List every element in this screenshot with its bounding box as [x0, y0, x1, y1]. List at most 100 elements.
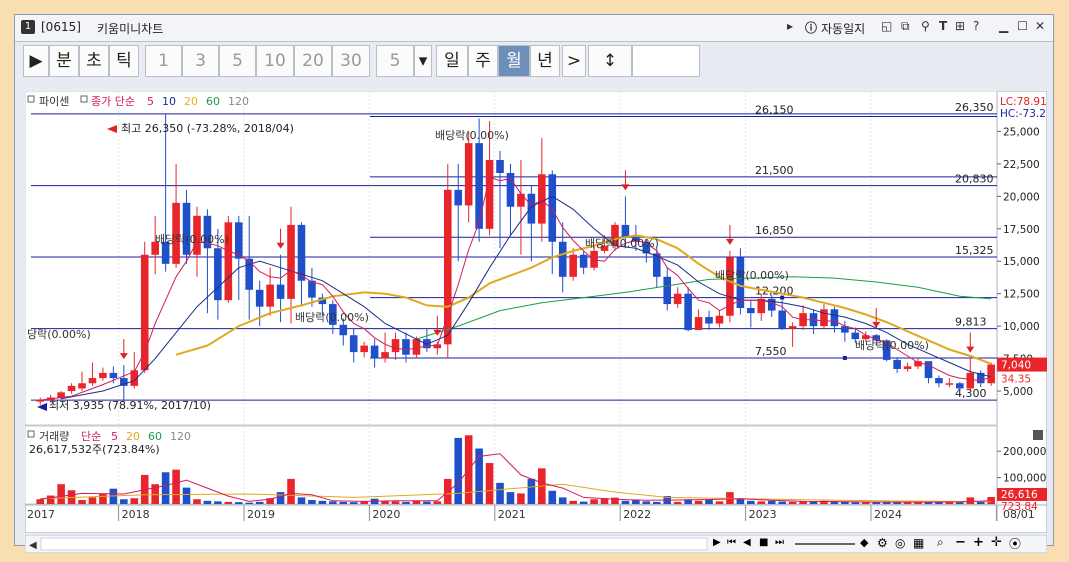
- candle-body: [652, 253, 661, 277]
- candle: [329, 300, 337, 334]
- price-level-label: 21,500: [755, 164, 794, 177]
- window-icon[interactable]: ◱: [881, 19, 893, 33]
- zoom-out-icon[interactable]: −: [955, 535, 966, 550]
- ma-period-label: 120: [228, 95, 249, 108]
- candle: [966, 358, 975, 392]
- candle: [673, 287, 682, 308]
- candle-body: [757, 298, 766, 314]
- grid-icon[interactable]: ⊞: [955, 19, 966, 33]
- help-icon[interactable]: ?: [973, 19, 980, 33]
- candle: [151, 215, 159, 275]
- scroll-last-icon[interactable]: ⏭: [775, 537, 784, 548]
- volume-bar: [767, 500, 776, 504]
- candle-body: [976, 372, 985, 384]
- x-axis-label: 2021: [498, 508, 526, 521]
- volume-bar: [935, 501, 943, 504]
- search-icon[interactable]: ⌕: [937, 535, 944, 549]
- volume-bar: [861, 502, 870, 504]
- volume-bar: [757, 501, 766, 504]
- copy-icon[interactable]: ⧉: [901, 19, 910, 33]
- auto-journal-button[interactable]: 자동일지: [821, 22, 866, 36]
- candle-body: [308, 280, 316, 298]
- crosshair-icon[interactable]: ✛: [991, 535, 1002, 550]
- toolbar-button-15[interactable]: 년: [530, 45, 560, 77]
- close-icon[interactable]: ✕: [1035, 19, 1046, 33]
- candle-body: [443, 189, 452, 345]
- candle-body: [109, 372, 118, 379]
- candle-body: [778, 310, 786, 329]
- title-bar[interactable]: 1 [0615] 키움미니차트 ▸ ⓘ 자동일지 ◱ ⧉ ⚲ T ⊞ ? ▁ ☐…: [15, 15, 1053, 42]
- toolbar-button-14[interactable]: 월: [498, 45, 530, 77]
- toolbar-button-16[interactable]: >: [562, 45, 586, 77]
- toolbar-button-13[interactable]: 주: [468, 45, 498, 77]
- candle-body: [99, 372, 107, 379]
- candle-body: [882, 340, 891, 360]
- candle-body: [36, 400, 45, 402]
- chevron-right-icon[interactable]: ▸: [787, 19, 794, 33]
- toolbar-button-12[interactable]: 일: [436, 45, 468, 77]
- toolbar-button-0[interactable]: ▶: [23, 45, 49, 77]
- pin-icon[interactable]: ⚲: [921, 19, 930, 33]
- scroll-first-icon[interactable]: ⏮: [727, 537, 736, 548]
- zoom-in-icon[interactable]: +: [973, 535, 984, 550]
- y-tick-label: 25,000: [1003, 126, 1040, 138]
- price-chart[interactable]: 25,000 22,500 20,000 17,500 15,000 12,500 10,0…: [25, 91, 1047, 533]
- candle-body: [841, 326, 849, 333]
- volume-bar: [590, 499, 598, 504]
- drawing-icon[interactable]: ⦿: [1009, 537, 1022, 551]
- settings-icon[interactable]: ⚙: [877, 536, 888, 550]
- candle-body: [579, 254, 588, 268]
- dividend-label: 배당락(0.00%): [155, 233, 229, 246]
- toolbar-button-9[interactable]: 30: [332, 45, 370, 77]
- max-arrow-icon: [107, 125, 117, 133]
- candle-body: [287, 224, 295, 299]
- toolbar-button-6[interactable]: 5: [219, 45, 256, 77]
- candle: [443, 163, 452, 359]
- toolbar-button-17[interactable]: ↕: [588, 45, 632, 77]
- candle: [569, 248, 577, 281]
- candle: [203, 209, 212, 314]
- candle-body: [339, 324, 348, 336]
- candle: [381, 332, 389, 363]
- minimize-icon[interactable]: ▁: [999, 19, 1009, 33]
- toolbar-button-3[interactable]: 틱: [109, 45, 139, 77]
- candle-body: [255, 289, 264, 307]
- maximize-icon[interactable]: ☐: [1017, 19, 1028, 33]
- ma5-line: [40, 176, 992, 401]
- toolbar-button-1[interactable]: 분: [49, 45, 79, 77]
- y-tick-label: 15,000: [1003, 256, 1040, 268]
- overlay-icon[interactable]: ◎: [895, 536, 906, 550]
- volume-bar: [276, 492, 285, 504]
- toolbar-button-4[interactable]: 1: [145, 45, 182, 77]
- candle: [757, 293, 766, 321]
- scroll-next-icon[interactable]: ▶: [713, 537, 721, 548]
- y-tick-label: 12,500: [1003, 289, 1040, 301]
- candle: [830, 306, 839, 333]
- candle: [841, 320, 849, 342]
- toolbar-button-7[interactable]: 10: [256, 45, 294, 77]
- candle-body: [872, 335, 881, 341]
- candle: [767, 294, 776, 318]
- volume-bar: [99, 493, 107, 504]
- stop-icon[interactable]: ■: [759, 537, 769, 548]
- candle: [182, 189, 191, 264]
- toolbar-button-5[interactable]: 3: [182, 45, 219, 77]
- volume-bar: [78, 500, 86, 504]
- chart-scrollbar[interactable]: ◀ ▶ ⏮ ◀ ■ ⏭ ◆ ⚙ ◎ ▦ − + ✛ ⦿ ⌕: [24, 534, 1048, 554]
- toolbar-button-2[interactable]: 초: [79, 45, 109, 77]
- scroll-prev-icon[interactable]: ◀: [743, 537, 751, 548]
- candle-body: [527, 193, 536, 224]
- volume-bar: [736, 498, 745, 504]
- toolbar-button-8[interactable]: 20: [294, 45, 332, 77]
- candle: [558, 222, 567, 293]
- zoom-slider[interactable]: [795, 543, 855, 545]
- layout-icon[interactable]: ▦: [913, 536, 925, 550]
- info-icon[interactable]: ⓘ: [805, 21, 818, 35]
- toolbar-button-11[interactable]: ▾: [414, 45, 432, 77]
- candle-body: [924, 361, 933, 379]
- candle: [224, 215, 233, 303]
- text-icon[interactable]: T: [939, 19, 948, 33]
- slider-thumb-icon[interactable]: ◆: [860, 536, 869, 549]
- toolbar-button-10[interactable]: 5: [376, 45, 414, 77]
- candle-body: [276, 284, 285, 299]
